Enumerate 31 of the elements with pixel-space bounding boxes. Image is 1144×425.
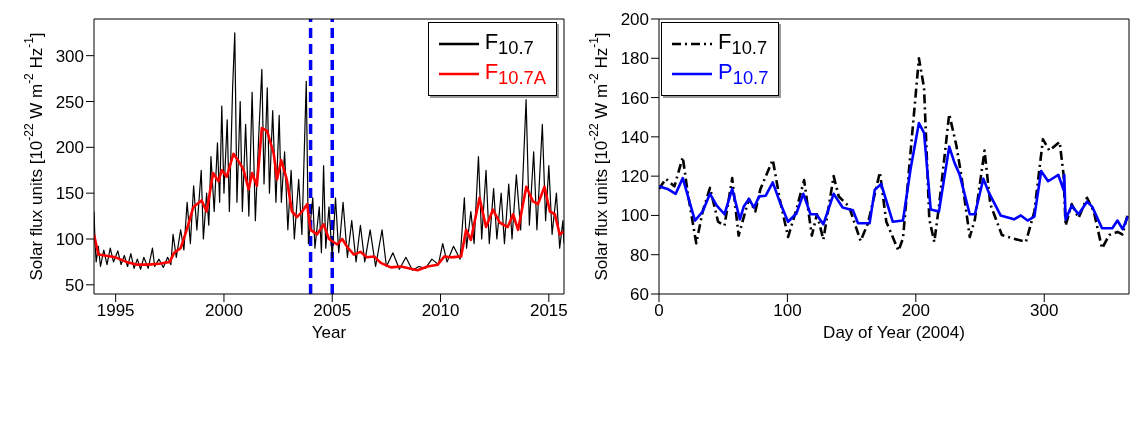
x-tick-label: 100: [773, 301, 802, 321]
x-tick-label: 300: [1030, 301, 1059, 321]
x-tick-label: 2015: [529, 301, 568, 321]
line-series: [659, 121, 1129, 231]
x-tick-label: 2010: [421, 301, 460, 321]
legend-label: F$_{10.7}$: [718, 28, 768, 60]
x-tick-label: 1995: [96, 301, 135, 321]
x-axis-title: Year: [311, 323, 347, 342]
y-tick-label: 250: [55, 92, 84, 112]
y-tick-label: 200: [620, 10, 649, 30]
y-tick-label: 100: [55, 230, 84, 250]
y-tick-label: 150: [55, 184, 84, 204]
y-tick-label: 140: [620, 127, 649, 147]
x-tick-label: 2000: [205, 301, 243, 321]
x-tick-label: 200: [901, 301, 931, 321]
y-tick-label: 100: [620, 206, 649, 226]
x-tick-label: 0: [654, 301, 664, 321]
y-tick-label: 120: [620, 167, 649, 187]
y-tick-label: 50: [65, 275, 84, 295]
y-tick-label: 160: [620, 88, 649, 108]
x-tick-label: 2005: [313, 301, 352, 321]
legend-label: P$_{10.7}$: [718, 58, 769, 90]
y-tick-label: 180: [620, 49, 649, 69]
legend-label: F$_{10.7}$: [484, 28, 534, 60]
line-series: [94, 126, 564, 272]
y-tick-label: 300: [55, 46, 84, 66]
legend-label: F$_{10.7A}$: [484, 58, 546, 90]
y-tick-label: 60: [630, 285, 649, 305]
y-tick-label: 200: [55, 138, 84, 158]
y-tick-label: 80: [630, 245, 649, 265]
x-axis-title: Day of Year (2004): [823, 323, 965, 342]
